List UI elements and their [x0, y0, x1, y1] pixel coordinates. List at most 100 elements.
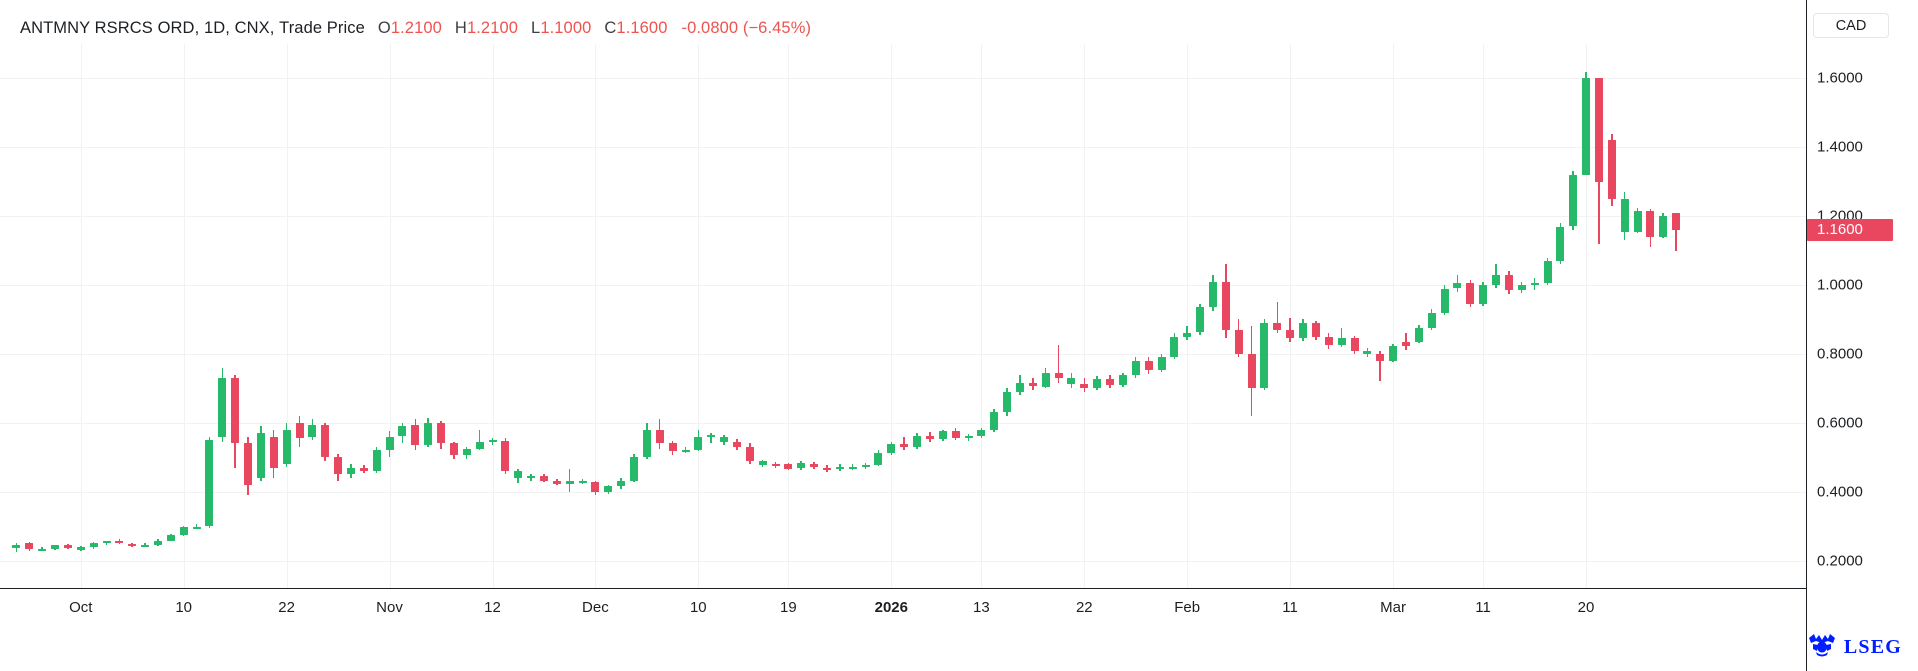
time-axis[interactable]: Oct 10 22 Nov 12 Dec 10 19 2026 13 22 Feb 11 Mar 11 20	[0, 588, 1806, 671]
price-tick-7: 0.2000	[1817, 552, 1863, 569]
gridline-v-7	[788, 44, 790, 588]
price-tick-0: 1.6000	[1817, 69, 1863, 87]
candle-body	[89, 542, 98, 548]
candle-body	[385, 436, 394, 451]
gridline-h-2	[0, 216, 1806, 218]
candle-body	[1659, 216, 1668, 237]
legend-low: L1.1000	[531, 19, 591, 38]
candle-body	[1247, 353, 1256, 389]
currency-badge[interactable]: CAD	[1813, 13, 1889, 38]
candle-body	[1427, 312, 1436, 329]
candle-body	[925, 435, 934, 440]
price-tick-5: 0.6000	[1817, 414, 1863, 432]
gridline-v-0	[80, 44, 82, 588]
candle-body	[617, 480, 626, 487]
legend-comma-1: ,	[194, 18, 204, 37]
candle-body	[411, 424, 420, 446]
candle-body	[1620, 198, 1629, 232]
candle-body	[913, 435, 921, 448]
candle-body	[707, 434, 716, 438]
candle-body	[630, 457, 638, 481]
price-axis[interactable]: CAD 1.6000 1.4000 1.2000 1.0000 0.8000 0.6000…	[1806, 0, 1918, 671]
candle-body	[63, 545, 72, 549]
candle-body	[308, 424, 317, 437]
gridline-h-6	[0, 491, 1806, 493]
candle-body	[784, 464, 793, 469]
time-tick-10: 22	[1075, 599, 1093, 616]
candle-body	[964, 435, 973, 438]
candle-body	[835, 466, 844, 470]
candle-wick	[710, 433, 712, 444]
legend-open: O1.2100	[378, 19, 442, 38]
candle-body	[1479, 285, 1488, 304]
candle-body	[1389, 346, 1398, 361]
price-tick-4: 0.8000	[1817, 345, 1863, 363]
gridline-v-10	[1084, 44, 1086, 588]
lseg-branding: LSEG	[1807, 632, 1902, 663]
candle-body	[1067, 378, 1076, 385]
chart-plot-area[interactable]	[0, 44, 1806, 588]
gridline-v-14	[1483, 44, 1485, 588]
candle-body	[681, 449, 690, 452]
candle-wick	[1276, 302, 1279, 334]
candle-wick	[1405, 333, 1407, 350]
candle-body	[1646, 211, 1655, 237]
candle-body	[1093, 378, 1102, 389]
legend-high-label: H	[454, 18, 467, 37]
candle-body	[1209, 281, 1217, 308]
candle-body	[578, 481, 587, 484]
candle-body	[810, 464, 819, 468]
candle-wick	[1456, 274, 1459, 292]
chart-legend: ANTMNY RSRCS ORD, 1D, CNX, Trade Price O…	[20, 17, 811, 39]
candle-body	[771, 464, 780, 467]
candle-body	[977, 430, 986, 436]
legend-comma-2: ,	[225, 18, 235, 37]
candle-body	[347, 467, 355, 475]
gridline-v-6	[698, 44, 700, 588]
candle-wick	[568, 469, 571, 492]
gridline-v-13	[1393, 44, 1395, 588]
time-tick-1: 10	[175, 599, 193, 616]
time-tick-8: 2026	[874, 599, 908, 616]
candle-wick	[478, 429, 481, 451]
legend-change: -0.0800 (−6.45%)	[681, 18, 812, 37]
legend-interval[interactable]: 1D	[203, 18, 226, 37]
candle-body	[269, 436, 278, 468]
gridline-v-5	[595, 44, 597, 588]
candle-body	[552, 480, 561, 484]
legend-symbol[interactable]: ANTMNY RSRCS ORD	[20, 18, 195, 37]
gridline-v-11	[1187, 44, 1189, 588]
candle-body	[25, 543, 34, 550]
candle-wick	[581, 478, 584, 484]
candle-body	[1350, 338, 1359, 352]
gridline-v-4	[492, 44, 494, 588]
legend-series-name: Trade Price	[279, 18, 365, 37]
candle-body	[1080, 384, 1089, 389]
candle-body	[1234, 329, 1243, 354]
candle-body	[1414, 328, 1423, 342]
candle-body	[1183, 332, 1192, 337]
time-tick-5: Dec	[582, 599, 609, 616]
candle-body	[1492, 274, 1500, 285]
candle-body	[51, 545, 59, 549]
candle-body	[1273, 322, 1282, 330]
legend-close: C1.1600	[604, 19, 667, 38]
candle-body	[1337, 338, 1346, 346]
candle-body	[462, 448, 471, 456]
price-tick-1: 1.4000	[1817, 138, 1863, 156]
gridline-h-7	[0, 560, 1806, 562]
candle-body	[1260, 322, 1269, 389]
candle-body	[1466, 283, 1475, 304]
time-tick-12: 11	[1282, 599, 1298, 616]
candle-body	[514, 470, 523, 478]
candle-body	[797, 463, 806, 469]
candle-body	[1054, 372, 1063, 378]
candle-body	[848, 466, 857, 469]
time-tick-11: Feb	[1174, 599, 1201, 616]
candle-body	[874, 453, 883, 465]
candle-body	[732, 441, 741, 447]
candle-body	[359, 468, 368, 471]
candle-body	[1530, 283, 1539, 286]
candle-body	[1517, 285, 1526, 291]
candle-body	[527, 476, 536, 479]
